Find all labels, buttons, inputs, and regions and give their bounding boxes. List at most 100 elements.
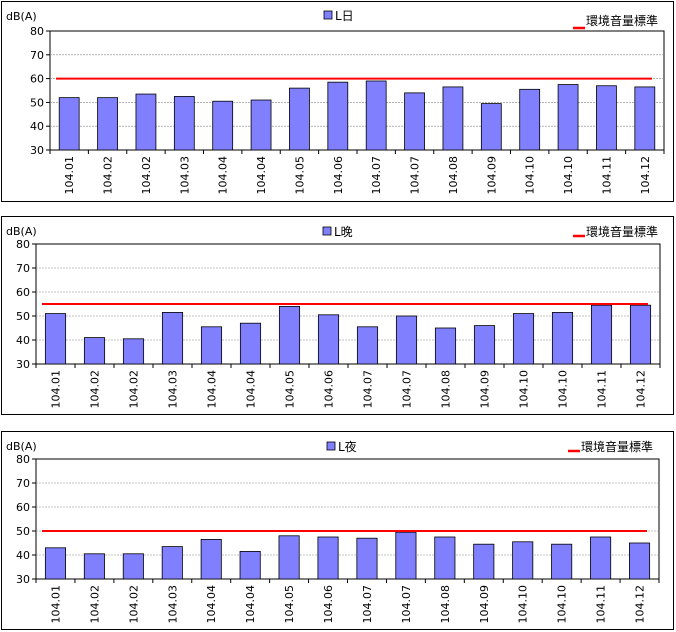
bar [395,531,417,580]
y-tick-label: 50 [16,310,30,323]
bar [629,304,652,365]
x-tick-label: 104.07 [400,585,413,624]
chart-panel-night: 30 40 50 60 70 80 dB(A) 104.01 104.02 104.02 104.0… [1,431,674,630]
x-tick-label: 104.05 [283,585,296,624]
bar [434,536,456,580]
bar [634,86,656,151]
x-tick-label: 104.02 [102,156,115,195]
bar [395,315,418,365]
x-tick-label: 104.04 [244,585,257,624]
bar [590,536,612,580]
y-tick-label: 30 [16,573,30,586]
bar [629,542,651,580]
x-tick-label: 104.06 [332,156,345,195]
x-tick-label: 104.02 [89,370,102,409]
bar [365,80,387,151]
x-tick-label: 104.05 [284,370,297,409]
y-tick-label: 60 [16,286,30,299]
bar [317,314,340,365]
bar [83,553,105,580]
bar [83,337,106,365]
bar [356,537,378,580]
y-tick-label: 30 [16,358,30,371]
x-tick-label: 104.04 [255,156,268,195]
legend-bar-swatch [322,226,332,236]
bar [161,312,184,365]
chart-day: 30 40 50 60 70 80 dB(A) 104.01 104.02 104.02 104.0… [6,9,665,195]
x-tick-label: 104.08 [439,585,452,624]
x-tick-label: 104.08 [440,370,453,409]
x-tick-label: 104.03 [166,585,179,624]
bar [200,326,223,365]
bar [200,539,222,580]
chart-panel-evening: 30 40 50 60 70 80 dB(A) 104.01 104.02 104.02 104.0… [1,216,674,415]
bar [278,535,300,580]
x-tick-label: 104.04 [206,370,219,409]
x-tick-label: 104.10 [557,370,570,409]
chart-panel-day: 30 40 50 60 70 80 dB(A) 104.01 104.02 104.02 104.0… [1,1,674,202]
x-tick-label: 104.07 [362,370,375,409]
y-tick-label: 40 [16,334,30,347]
bar [590,304,613,365]
bar [97,97,118,151]
bar [44,313,67,365]
bar [278,306,301,365]
bar [212,100,234,151]
bar [317,536,339,580]
x-tick-label: 104.10 [562,156,575,195]
bar [551,312,574,365]
bar [289,87,310,151]
x-tick-label: 104.04 [245,370,258,409]
bar [512,541,534,580]
y-axis-label: dB(A) [6,10,37,23]
y-tick-label: 80 [30,25,44,38]
x-tick-label: 104.02 [127,585,140,624]
x-tick-label: 104.01 [49,585,62,624]
bar [519,88,541,151]
y-tick-label: 80 [16,238,30,251]
y-tick-label: 80 [16,453,30,466]
x-tick-label: 104.01 [63,156,76,195]
bar [404,92,425,151]
bar [239,551,261,580]
x-tick-label: 104.11 [600,156,613,195]
x-tick-label: 104.12 [639,156,652,195]
bar [596,85,617,151]
y-tick-label: 60 [16,501,30,514]
x-tick-label: 104.03 [178,156,191,195]
x-tick-label: 104.10 [524,156,537,195]
x-tick-label: 104.05 [293,156,306,195]
bar [173,96,195,151]
x-tick-label: 104.10 [556,585,569,624]
x-tick-label: 104.07 [409,156,422,195]
bar [122,338,145,365]
y-tick-label: 50 [16,525,30,538]
x-tick-label: 104.06 [323,370,336,409]
x-tick-label: 104.02 [140,156,153,195]
x-tick-label: 104.09 [478,585,491,624]
y-tick-label: 30 [30,144,44,157]
x-tick-label: 104.08 [447,156,460,195]
bar [250,99,272,151]
bar [512,313,535,365]
y-tick-label: 60 [30,73,44,86]
y-tick-label: 40 [16,549,30,562]
y-axis-label: dB(A) [6,440,37,453]
x-tick-label: 104.11 [595,585,608,624]
bar [44,547,66,580]
bar [551,543,573,580]
x-tick-label: 104.12 [634,585,647,624]
bar [161,546,183,580]
bar [122,553,144,580]
legend-bar-swatch [323,10,333,20]
x-tick-label: 104.10 [518,370,531,409]
x-tick-label: 104.12 [635,370,648,409]
bar [239,322,262,365]
legend-line-label: 環境音量標準 [586,13,658,28]
legend-bar-swatch [326,441,336,451]
x-tick-label: 104.11 [596,370,609,409]
x-tick-label: 104.03 [167,370,180,409]
x-tick-label: 104.04 [205,585,218,624]
